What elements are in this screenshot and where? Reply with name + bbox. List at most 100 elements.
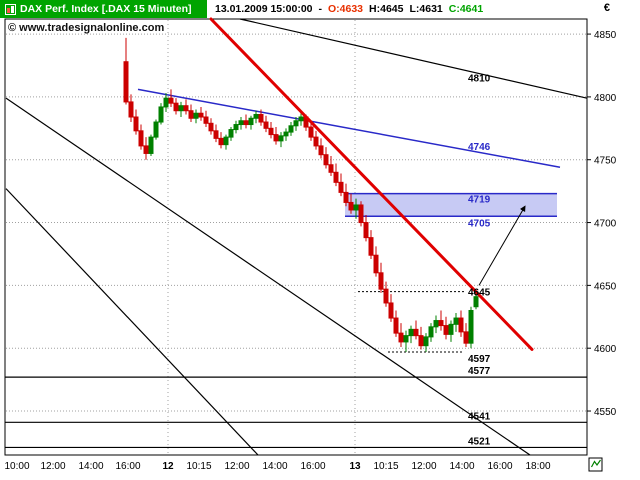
candle-body: [233, 124, 239, 131]
candle-body: [353, 204, 359, 211]
candle-body: [193, 112, 199, 119]
price-level-label: 4810: [468, 73, 491, 84]
candle-body: [448, 323, 454, 335]
candle-body: [443, 325, 449, 335]
candlestick-series: [123, 37, 479, 352]
candle-body: [408, 328, 414, 337]
projection-arrow[interactable]: [478, 205, 526, 286]
candle-body: [308, 126, 314, 138]
candle-body: [438, 320, 444, 327]
candle-body: [418, 335, 424, 347]
candle-body: [228, 129, 234, 138]
x-axis-time-label: 12:00: [40, 461, 65, 472]
candle-body: [273, 134, 279, 142]
channel-line-lower[interactable]: [5, 97, 531, 456]
resistance-zone[interactable]: [345, 193, 557, 217]
candle-body: [468, 310, 474, 344]
candle-body: [403, 335, 409, 343]
channel-line-steep[interactable]: [5, 188, 259, 456]
chart-header: DAX Perf. Index [.DAX 15 Minuten] 13.01.…: [0, 0, 640, 18]
candle-body: [413, 328, 419, 337]
x-axis-time-label: 12:00: [224, 461, 249, 472]
candle-body: [188, 110, 194, 119]
candle-body: [318, 145, 324, 156]
zone-label-top: 4719: [468, 195, 491, 206]
x-axis-time-label: 10:15: [373, 461, 398, 472]
candle-body: [213, 130, 219, 139]
candle-body: [283, 131, 289, 137]
price-level-label: 4645: [468, 288, 491, 299]
candle-body: [158, 106, 164, 123]
trendline-label: 4746: [468, 142, 491, 153]
open-value: O:4633: [328, 3, 364, 15]
candle-body: [138, 130, 144, 147]
y-axis-label: 4550: [594, 407, 617, 418]
candle-body: [298, 116, 304, 122]
main-downtrend-line-red[interactable]: [209, 17, 534, 351]
candle-body: [258, 113, 264, 123]
candle-body: [178, 105, 184, 112]
candle-body: [133, 116, 139, 132]
zone-label-bottom: 4705: [468, 218, 491, 229]
candle-body: [368, 237, 374, 256]
candle-body: [473, 296, 479, 308]
candle-body: [123, 61, 129, 103]
candle-body: [263, 121, 269, 129]
x-axis-time-label: 14:00: [78, 461, 103, 472]
downtrend-line-blue[interactable]: [137, 88, 561, 169]
plot-area[interactable]: [4, 18, 588, 456]
app-icon[interactable]: [5, 3, 16, 15]
candle-body: [153, 121, 159, 138]
y-axis-label: 4700: [594, 219, 617, 230]
candle-body: [313, 136, 319, 147]
logo-icon-sparkline: [590, 459, 601, 468]
y-axis-label: 4600: [594, 344, 617, 355]
candle-body: [328, 164, 334, 173]
x-axis-time-label: 18:00: [525, 461, 550, 472]
y-axis-label: 4800: [594, 93, 617, 104]
candle-body: [343, 191, 349, 203]
resistance-diagonal[interactable]: [239, 18, 588, 99]
candle-body: [433, 320, 439, 328]
candle-body: [223, 136, 229, 146]
x-axis-time-label: 16:00: [487, 461, 512, 472]
candle-body: [393, 317, 399, 334]
candle-body: [238, 120, 244, 126]
candle-body: [203, 116, 209, 124]
candle-body: [128, 101, 134, 118]
price-level-label: 4521: [468, 436, 491, 447]
logo-icon[interactable]: [588, 457, 603, 472]
x-axis-time-label: 12:00: [411, 461, 436, 472]
candle-body: [293, 120, 299, 127]
candle-body: [148, 136, 154, 154]
x-axis-time-label: 16:00: [115, 461, 140, 472]
candle-body: [218, 137, 224, 146]
candle-body: [163, 97, 169, 108]
ohlc-separator: -: [318, 3, 323, 15]
y-axis-label: 4750: [594, 156, 617, 167]
watermark: © www.tradesignalonline.com: [8, 22, 164, 34]
candle-body: [453, 317, 459, 325]
candle-body: [248, 117, 254, 126]
candle-body: [333, 171, 339, 183]
candle-body: [338, 181, 344, 193]
y-axis-label: 4650: [594, 281, 617, 292]
x-axis-time-label: 10:15: [186, 461, 211, 472]
candle-body: [463, 331, 469, 344]
candle-body: [198, 112, 204, 118]
candle-body: [168, 97, 174, 104]
candle-body: [423, 336, 429, 347]
x-axis-time-label: 10:00: [4, 461, 29, 472]
candle-body: [358, 204, 364, 224]
candle-body: [268, 127, 274, 136]
candle-body: [288, 125, 294, 133]
low-value: L:4631: [409, 3, 443, 15]
candle-body: [348, 201, 354, 211]
candle-body: [208, 122, 214, 132]
x-axis-day-label: 13: [349, 461, 361, 472]
candle-body: [373, 254, 379, 274]
x-axis-time-label: 14:00: [449, 461, 474, 472]
candle-body: [458, 317, 464, 333]
candle-body: [388, 302, 394, 319]
